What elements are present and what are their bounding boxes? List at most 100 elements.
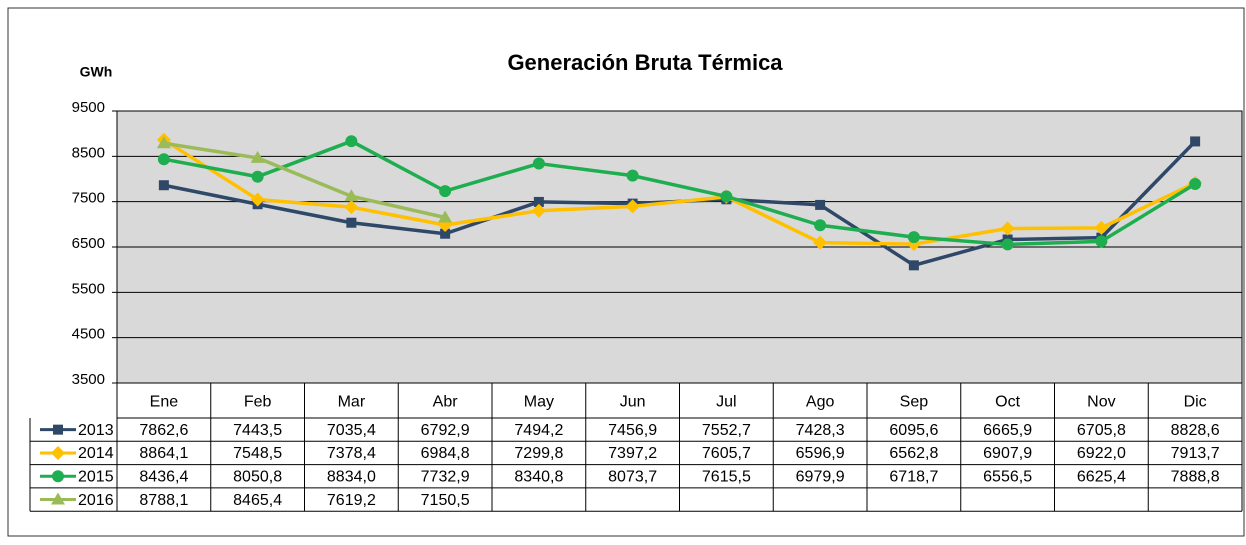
table-value: 7732,9: [421, 468, 470, 485]
point: [345, 135, 358, 148]
y-tick-label: 4500: [72, 326, 105, 343]
table-value: 8050,8: [233, 468, 282, 485]
point: [815, 199, 826, 210]
table-value: 6792,9: [421, 422, 470, 439]
legend-marker: [52, 470, 64, 483]
legend-label: 2015: [78, 468, 114, 485]
point: [532, 157, 545, 170]
point: [250, 192, 265, 207]
table-value: 7615,5: [702, 468, 751, 485]
table-value: 7443,5: [233, 422, 282, 439]
table-value: 7862,6: [139, 422, 188, 439]
legend-label: 2016: [78, 492, 114, 509]
legend-label: 2014: [78, 445, 114, 462]
point: [1189, 178, 1202, 191]
point: [1095, 235, 1108, 248]
table-value: 8834,0: [327, 468, 376, 485]
table-value: 6556,5: [983, 468, 1032, 485]
point: [720, 190, 733, 203]
table-value: 7552,7: [702, 422, 751, 439]
legend-label: 2013: [78, 422, 114, 439]
y-axis-label: GWh: [80, 64, 113, 80]
table-value: 8788,1: [139, 492, 188, 509]
point: [1094, 220, 1109, 235]
table-value: 6625,4: [1077, 468, 1126, 485]
point: [813, 235, 828, 250]
series-line: [162, 138, 1196, 246]
table-value: 8073,7: [608, 468, 657, 485]
table-value: 6705,8: [1077, 422, 1126, 439]
table-value: 6907,9: [983, 445, 1032, 462]
chart-title: Generación Bruta Térmica: [507, 50, 783, 75]
table-value: 6562,8: [889, 445, 938, 462]
point: [438, 210, 453, 223]
point: [344, 189, 359, 202]
point: [250, 150, 265, 163]
table-value: 7299,8: [514, 445, 563, 462]
table-value: 8864,1: [139, 445, 188, 462]
x-tick-label: May: [524, 394, 554, 411]
table-value: 7494,2: [514, 422, 563, 439]
table-value: 7428,3: [796, 422, 845, 439]
point: [814, 219, 827, 232]
point: [625, 199, 640, 214]
point: [1190, 136, 1201, 147]
point: [908, 260, 919, 271]
table-value: 7035,4: [327, 422, 376, 439]
y-tick-label: 9500: [72, 99, 105, 116]
point: [344, 200, 359, 215]
table-value: 6718,7: [889, 468, 938, 485]
table-value: 7397,2: [608, 445, 657, 462]
table-value: 6979,9: [796, 468, 845, 485]
x-tick-label: Ago: [806, 394, 835, 411]
series-line: [163, 139, 1197, 247]
point: [531, 203, 546, 218]
legend-marker: [51, 492, 65, 505]
x-tick-label: Nov: [1087, 394, 1115, 411]
table-value: 7619,2: [327, 492, 376, 509]
point: [533, 196, 544, 207]
point: [626, 169, 639, 182]
table-value: 7605,7: [702, 445, 751, 462]
point: [440, 228, 451, 239]
table-value: 6596,9: [796, 445, 845, 462]
point: [1000, 221, 1015, 236]
table-value: 7378,4: [327, 445, 376, 462]
point: [346, 217, 357, 228]
x-tick-label: Sep: [900, 394, 929, 411]
table-value: 6984,8: [421, 445, 470, 462]
x-tick-label: Ene: [150, 394, 179, 411]
x-tick-label: Jul: [716, 394, 736, 411]
y-tick-label: 8500: [72, 144, 105, 161]
point: [251, 170, 264, 183]
point: [157, 153, 170, 166]
y-tick-label: 5500: [72, 280, 105, 297]
table-value: 7913,7: [1171, 445, 1220, 462]
table-value: 8340,8: [514, 468, 563, 485]
x-tick-label: Mar: [338, 394, 366, 411]
y-tick-label: 3500: [72, 371, 105, 388]
series-line: [163, 141, 446, 220]
table-value: 6095,6: [889, 422, 938, 439]
table-value: 8436,4: [139, 468, 188, 485]
point: [1001, 238, 1014, 251]
table-value: 8465,4: [233, 492, 282, 509]
y-tick-label: 7500: [72, 190, 105, 207]
x-tick-label: Jun: [620, 394, 646, 411]
x-tick-label: Dic: [1184, 394, 1207, 411]
point: [158, 180, 169, 191]
point: [156, 136, 171, 149]
table-value: 8828,6: [1171, 422, 1220, 439]
legend-marker: [53, 424, 63, 435]
table-value: 6922,0: [1077, 445, 1126, 462]
table-value: 6665,9: [983, 422, 1032, 439]
table-value: 7150,5: [421, 492, 470, 509]
y-tick-label: 6500: [72, 235, 105, 252]
table-value: 7456,9: [608, 422, 657, 439]
table-value: 7548,5: [233, 445, 282, 462]
x-tick-label: Abr: [433, 394, 459, 411]
table-value: 7888,8: [1171, 468, 1220, 485]
point: [439, 185, 452, 198]
x-tick-label: Oct: [995, 394, 1020, 411]
